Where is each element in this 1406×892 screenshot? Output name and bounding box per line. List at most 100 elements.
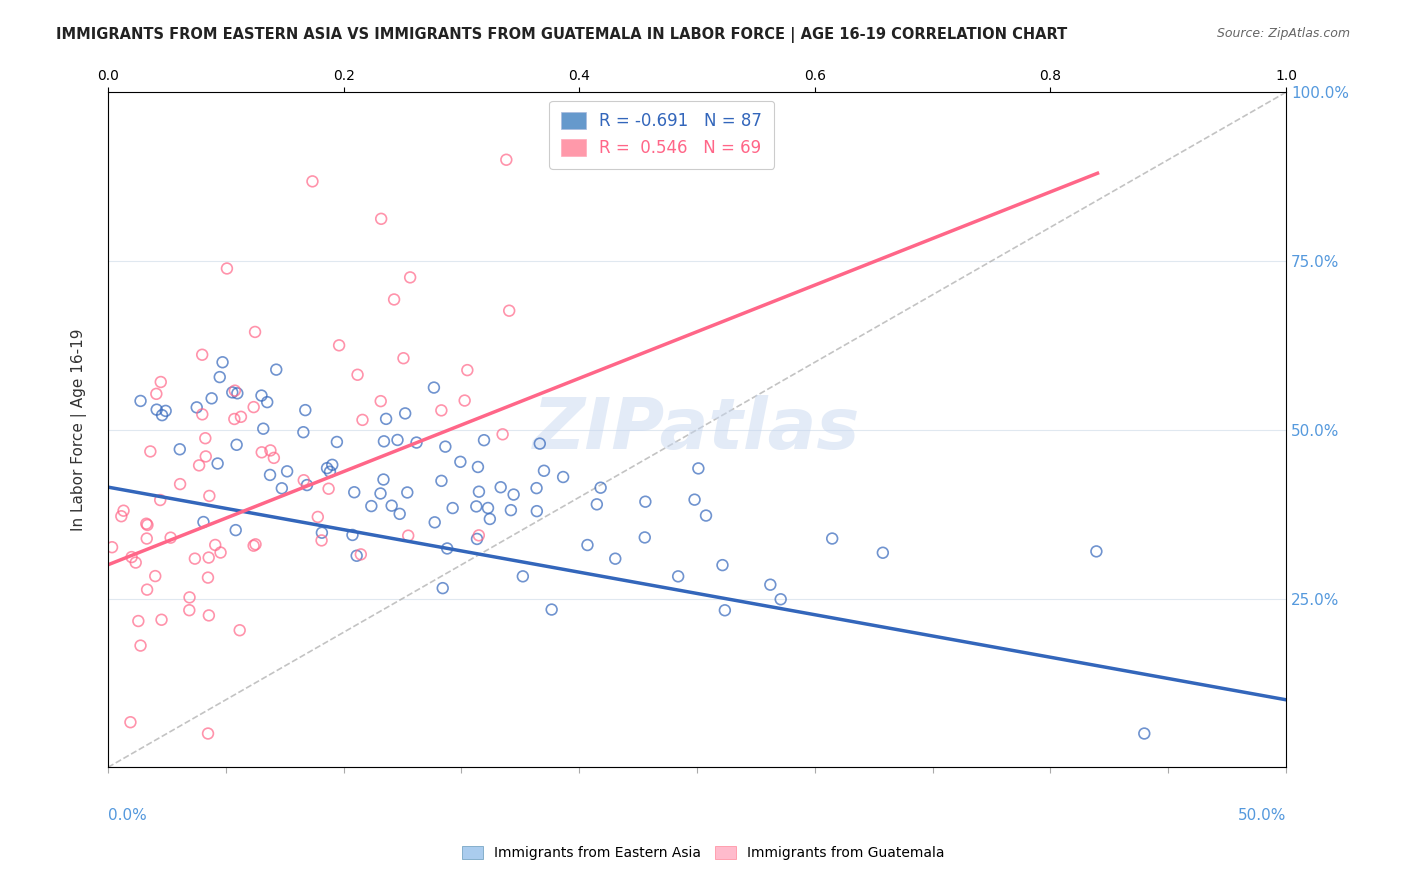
Point <box>540 602 562 616</box>
Point <box>688 461 710 475</box>
Point <box>396 529 419 543</box>
Point <box>129 393 152 408</box>
Point <box>197 571 219 585</box>
Point <box>149 375 172 389</box>
Point <box>319 465 342 479</box>
Point <box>179 591 201 605</box>
Point <box>207 457 229 471</box>
Point <box>242 539 264 553</box>
Point <box>711 558 734 573</box>
Point <box>423 516 446 530</box>
Y-axis label: In Labor Force | Age 16-19: In Labor Force | Age 16-19 <box>72 328 87 531</box>
Point <box>666 569 689 583</box>
Point <box>229 409 252 424</box>
Point <box>256 395 278 409</box>
Point <box>184 551 207 566</box>
Point <box>714 603 737 617</box>
Point <box>634 531 657 545</box>
Point <box>197 550 219 565</box>
Point <box>1133 726 1156 740</box>
Point <box>434 440 457 454</box>
Point <box>465 500 488 514</box>
Point <box>301 174 323 188</box>
Point <box>370 211 392 226</box>
Point <box>120 715 142 730</box>
Point <box>139 444 162 458</box>
Point <box>553 470 575 484</box>
Point <box>259 443 281 458</box>
Point <box>360 499 382 513</box>
Point <box>396 485 419 500</box>
Point <box>436 541 458 556</box>
Point <box>343 485 366 500</box>
Point <box>465 532 488 546</box>
Point <box>150 613 173 627</box>
Point <box>169 477 191 491</box>
Point <box>370 394 392 409</box>
Point <box>276 464 298 478</box>
Point <box>198 608 221 623</box>
Point <box>432 581 454 595</box>
Point <box>135 532 157 546</box>
Point <box>328 338 350 352</box>
Point <box>209 545 232 559</box>
Point <box>225 438 247 452</box>
Point <box>468 484 491 499</box>
Point <box>135 516 157 531</box>
Point <box>634 494 657 508</box>
Point <box>263 450 285 465</box>
Point <box>499 503 522 517</box>
Point <box>373 473 395 487</box>
Point <box>576 538 599 552</box>
Point <box>155 404 177 418</box>
Point <box>1085 544 1108 558</box>
Point <box>585 497 607 511</box>
Point <box>449 455 471 469</box>
Text: Source: ZipAtlas.com: Source: ZipAtlas.com <box>1216 27 1350 40</box>
Point <box>370 486 392 500</box>
Point <box>136 517 159 532</box>
Point <box>456 363 478 377</box>
Point <box>194 431 217 445</box>
Point <box>125 556 148 570</box>
Point <box>292 425 315 440</box>
Point <box>243 325 266 339</box>
Point <box>110 509 132 524</box>
Point <box>150 408 173 422</box>
Point <box>311 533 333 548</box>
Point <box>149 493 172 508</box>
Point <box>441 501 464 516</box>
Point <box>346 368 368 382</box>
Point <box>589 481 612 495</box>
Point <box>179 603 201 617</box>
Point <box>346 549 368 563</box>
Point <box>477 500 499 515</box>
Point <box>224 412 246 426</box>
Point <box>250 388 273 402</box>
Point <box>495 153 517 167</box>
Point <box>242 400 264 414</box>
Point <box>502 487 524 501</box>
Point <box>352 413 374 427</box>
Point <box>292 473 315 487</box>
Point <box>478 512 501 526</box>
Point <box>388 507 411 521</box>
Point <box>226 386 249 401</box>
Point <box>194 450 217 464</box>
Point <box>198 489 221 503</box>
Point <box>127 614 149 628</box>
Point <box>311 525 333 540</box>
Point <box>769 592 792 607</box>
Point <box>399 270 422 285</box>
Point <box>224 384 246 398</box>
Point <box>112 504 135 518</box>
Point <box>307 510 329 524</box>
Text: 0.0%: 0.0% <box>108 808 146 822</box>
Point <box>204 538 226 552</box>
Point <box>193 515 215 529</box>
Point <box>489 480 512 494</box>
Point <box>259 467 281 482</box>
Point <box>252 422 274 436</box>
Point <box>121 550 143 565</box>
Point <box>250 445 273 459</box>
